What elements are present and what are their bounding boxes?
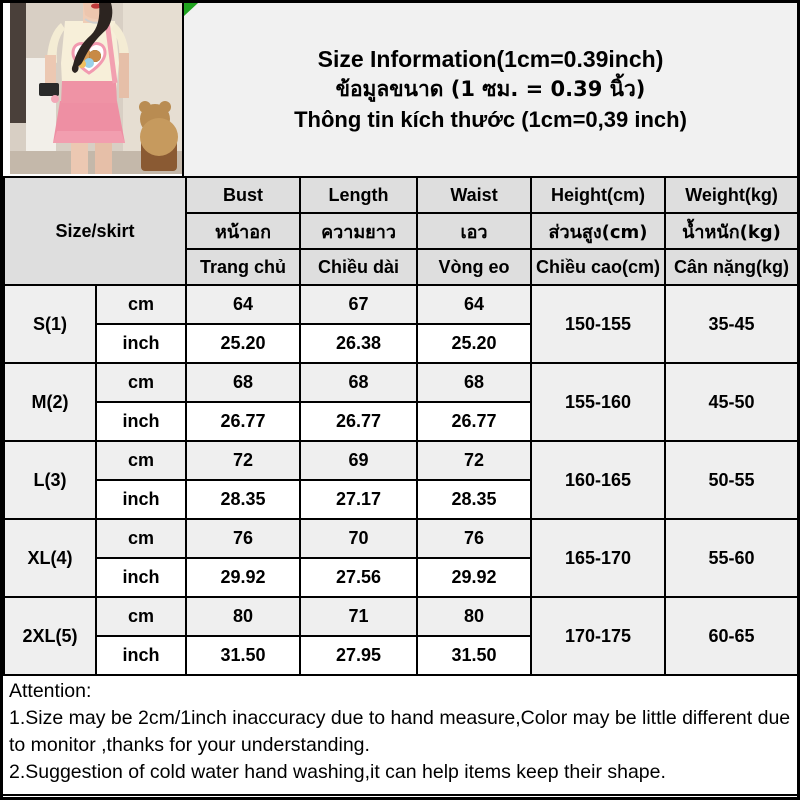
col-header-length-vi: Chiều dài bbox=[299, 248, 419, 286]
weight-range-value: 45-50 bbox=[664, 362, 797, 442]
waist-inch-value: 31.50 bbox=[416, 635, 533, 676]
col-header-height-vi: Chiều cao(cm) bbox=[530, 248, 667, 286]
table-row-cm: L(3) cm 72 69 72 160-165 50-55 bbox=[3, 440, 797, 520]
unit-label-inch: inch bbox=[94, 635, 188, 676]
height-range-value: 155-160 bbox=[530, 362, 667, 442]
weight-range-value: 35-45 bbox=[664, 284, 797, 364]
bust-cm-value: 68 bbox=[185, 362, 302, 403]
title-vi: Thông tin kích thước (1cm=0,39 inch) bbox=[294, 106, 687, 132]
weight-range-value: 55-60 bbox=[664, 518, 797, 598]
col-header-weight-th: น้ำหนัก(kg) bbox=[664, 212, 797, 250]
col-header-height: Height(cm) bbox=[530, 176, 667, 214]
waist-cm-value: 80 bbox=[416, 596, 533, 637]
product-photo bbox=[3, 3, 184, 176]
table-row-inch: inch 31.50 27.95 31.50 bbox=[4, 635, 797, 676]
length-inch-value: 26.77 bbox=[299, 401, 419, 442]
col-header-bust: Bust bbox=[185, 176, 302, 214]
length-cm-value: 68 bbox=[299, 362, 419, 403]
table-row-cm: XL(4) cm 76 70 76 165-170 55-60 bbox=[3, 518, 797, 598]
unit-label-cm: cm bbox=[94, 440, 188, 481]
col-header-height-th: ส่วนสูง(cm) bbox=[530, 212, 667, 250]
waist-cm-value: 72 bbox=[416, 440, 533, 481]
unit-label-cm: cm bbox=[94, 284, 188, 325]
waist-inch-value: 26.77 bbox=[416, 401, 533, 442]
size-label: L(3) bbox=[3, 440, 97, 520]
length-inch-value: 27.56 bbox=[299, 557, 419, 598]
table-row-inch: inch 26.77 26.77 26.77 bbox=[4, 401, 797, 442]
col-header-bust-vi: Trang chủ bbox=[185, 248, 302, 286]
table-row-cm: M(2) cm 68 68 68 155-160 45-50 bbox=[3, 362, 797, 442]
waist-inch-value: 28.35 bbox=[416, 479, 533, 520]
table-row-inch: inch 25.20 26.38 25.20 bbox=[4, 323, 797, 364]
col-header-waist-vi: Vòng eo bbox=[416, 248, 533, 286]
waist-inch-value: 29.92 bbox=[416, 557, 533, 598]
title-th: ข้อมูลขนาด (1 ซม. = 0.39 นิ้ว) bbox=[335, 77, 646, 102]
table-row-cm: S(1) cm 64 67 64 150-155 35-45 bbox=[3, 284, 797, 364]
unit-label-inch: inch bbox=[94, 401, 188, 442]
corner-label: Size/skirt bbox=[3, 176, 188, 286]
header-row-vi: Trang chủ Chiều dài Vòng eo Chiều cao(cm… bbox=[4, 248, 797, 286]
title-box: Size Information(1cm=0.39inch) ข้อมูลขนา… bbox=[184, 3, 797, 176]
height-range-value: 150-155 bbox=[530, 284, 667, 364]
weight-range-value: 60-65 bbox=[664, 596, 797, 676]
height-range-value: 170-175 bbox=[530, 596, 667, 676]
size-table: Size/skirt Bust Length Waist Height(cm) … bbox=[3, 176, 797, 676]
length-inch-value: 27.95 bbox=[299, 635, 419, 676]
waist-cm-value: 76 bbox=[416, 518, 533, 559]
attention-heading: Attention: bbox=[9, 680, 92, 702]
top-section: Size Information(1cm=0.39inch) ข้อมูลขนา… bbox=[3, 3, 797, 176]
header-row-th: หน้าอก ความยาว เอว ส่วนสูง(cm) น้ำหนัก(k… bbox=[4, 212, 797, 250]
unit-label-cm: cm bbox=[94, 362, 188, 403]
col-header-length: Length bbox=[299, 176, 419, 214]
header-row-en: Size/skirt Bust Length Waist Height(cm) … bbox=[3, 176, 797, 286]
unit-label-inch: inch bbox=[94, 479, 188, 520]
bust-inch-value: 26.77 bbox=[185, 401, 302, 442]
unit-label-cm: cm bbox=[94, 596, 188, 637]
height-range-value: 165-170 bbox=[530, 518, 667, 598]
size-table-body: S(1) cm 64 67 64 150-155 35-45 inch 25.20 26.38 25… bbox=[3, 284, 797, 676]
bust-cm-value: 76 bbox=[185, 518, 302, 559]
corner-marker-icon bbox=[184, 3, 198, 16]
bust-cm-value: 72 bbox=[185, 440, 302, 481]
table-row-inch: inch 28.35 27.17 28.35 bbox=[4, 479, 797, 520]
title-en: Size Information(1cm=0.39inch) bbox=[317, 46, 664, 73]
length-cm-value: 69 bbox=[299, 440, 419, 481]
bust-cm-value: 80 bbox=[185, 596, 302, 637]
length-cm-value: 71 bbox=[299, 596, 419, 637]
attention-line-2: 2.Suggestion of cold water hand washing,… bbox=[9, 760, 666, 783]
weight-range-value: 50-55 bbox=[664, 440, 797, 520]
size-label: S(1) bbox=[3, 284, 97, 364]
attention-notes: Attention: 1.Size may be 2cm/1inch inacc… bbox=[3, 676, 797, 796]
attention-line-1: 1.Size may be 2cm/1inch inaccuracy due t… bbox=[9, 706, 791, 756]
waist-inch-value: 25.20 bbox=[416, 323, 533, 364]
bust-inch-value: 25.20 bbox=[185, 323, 302, 364]
waist-cm-value: 68 bbox=[416, 362, 533, 403]
unit-label-inch: inch bbox=[94, 557, 188, 598]
col-header-waist-th: เอว bbox=[416, 212, 533, 250]
table-row-inch: inch 29.92 27.56 29.92 bbox=[4, 557, 797, 598]
bust-inch-value: 29.92 bbox=[185, 557, 302, 598]
col-header-waist: Waist bbox=[416, 176, 533, 214]
col-header-bust-th: หน้าอก bbox=[185, 212, 302, 250]
bust-cm-value: 64 bbox=[185, 284, 302, 325]
size-label: 2XL(5) bbox=[3, 596, 97, 676]
length-inch-value: 27.17 bbox=[299, 479, 419, 520]
size-label: XL(4) bbox=[3, 518, 97, 598]
waist-cm-value: 64 bbox=[416, 284, 533, 325]
size-label: M(2) bbox=[3, 362, 97, 442]
product-photo-illustration bbox=[3, 3, 182, 174]
length-cm-value: 67 bbox=[299, 284, 419, 325]
bust-inch-value: 28.35 bbox=[185, 479, 302, 520]
height-range-value: 160-165 bbox=[530, 440, 667, 520]
col-header-weight: Weight(kg) bbox=[664, 176, 797, 214]
unit-label-inch: inch bbox=[94, 323, 188, 364]
bust-inch-value: 31.50 bbox=[185, 635, 302, 676]
length-inch-value: 26.38 bbox=[299, 323, 419, 364]
col-header-weight-vi: Cân nặng(kg) bbox=[664, 248, 797, 286]
col-header-length-th: ความยาว bbox=[299, 212, 419, 250]
unit-label-cm: cm bbox=[94, 518, 188, 559]
table-row-cm: 2XL(5) cm 80 71 80 170-175 60-65 bbox=[3, 596, 797, 676]
length-cm-value: 70 bbox=[299, 518, 419, 559]
